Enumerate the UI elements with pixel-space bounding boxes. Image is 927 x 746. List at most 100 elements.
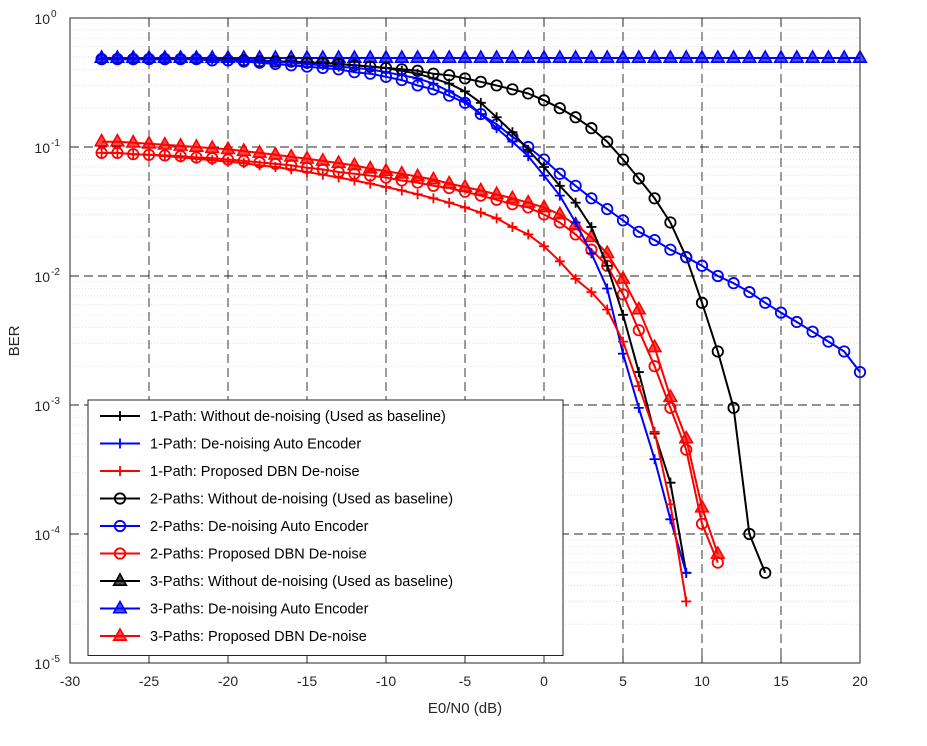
data-point — [251, 144, 268, 158]
data-point — [144, 149, 154, 160]
x-tick-label: 0 — [540, 673, 548, 689]
legend-label: 2-Paths: De-noising Auto Encoder — [150, 519, 369, 535]
data-point — [144, 54, 154, 65]
data-point — [188, 138, 205, 152]
y-tick-exponent: -3 — [51, 396, 60, 407]
data-point — [727, 401, 740, 414]
data-point — [207, 155, 218, 166]
y-tick-exponent: -4 — [51, 525, 60, 536]
data-point — [616, 214, 630, 227]
series-layer — [93, 49, 868, 607]
data-point — [789, 49, 805, 63]
data-point — [537, 94, 551, 107]
data-point — [299, 150, 315, 164]
data-point — [441, 49, 457, 63]
data-point — [409, 167, 426, 182]
y-tick-exponent: 0 — [51, 9, 57, 20]
data-point — [175, 54, 186, 65]
data-point — [270, 56, 281, 67]
data-point — [520, 194, 536, 208]
legend-marker — [113, 519, 127, 533]
data-point — [649, 454, 660, 465]
legend-marker — [115, 411, 125, 421]
data-point — [694, 499, 710, 513]
y-tick-label: 10 -5 — [34, 654, 60, 672]
data-point — [112, 147, 123, 158]
data-point — [838, 345, 851, 358]
data-point — [220, 140, 236, 155]
data-point — [381, 181, 391, 192]
legend-marker — [112, 627, 128, 641]
data-point — [552, 205, 568, 220]
x-tick-label: 20 — [852, 673, 868, 689]
data-point — [615, 49, 631, 63]
legend-marker — [112, 599, 128, 614]
data-point — [460, 86, 470, 97]
data-point — [396, 185, 407, 196]
data-point — [536, 198, 552, 213]
data-point — [507, 127, 518, 138]
data-point — [412, 73, 423, 84]
data-point — [473, 49, 489, 63]
legend: 1-Path: Without de-noising (Used as base… — [87, 399, 564, 656]
data-point — [96, 147, 107, 158]
x-tick-label: -10 — [376, 673, 396, 689]
data-point — [648, 233, 661, 247]
data-point — [504, 49, 521, 63]
data-point — [711, 345, 724, 358]
data-point — [664, 401, 677, 414]
data-point — [428, 193, 439, 204]
data-point — [570, 217, 581, 228]
data-point — [283, 148, 299, 162]
legend-marker — [115, 466, 125, 476]
data-point — [678, 49, 694, 63]
legend-label: 3-Paths: Proposed DBN De-noise — [150, 629, 367, 645]
data-point — [567, 49, 584, 63]
data-point — [601, 259, 614, 272]
data-point — [585, 122, 598, 135]
data-point — [409, 49, 426, 63]
data-point — [491, 123, 502, 134]
data-point — [394, 165, 410, 179]
data-point — [664, 243, 677, 256]
legend-entry: 2-Paths: Without de-noising (Used as bas… — [100, 492, 453, 508]
data-point — [553, 167, 566, 180]
legend-label: 2-Paths: Without de-noising (Used as bas… — [150, 492, 453, 508]
data-point — [365, 64, 376, 75]
data-point — [238, 158, 249, 169]
data-point — [474, 107, 487, 121]
y-tick-base: 10 — [34, 11, 50, 27]
data-point — [159, 54, 170, 65]
data-point — [539, 170, 549, 181]
data-point — [759, 296, 772, 309]
data-point — [191, 54, 202, 65]
legend-label: 1-Path: De-noising Auto Encoder — [150, 437, 361, 453]
data-point — [475, 109, 486, 120]
data-point — [475, 97, 486, 108]
x-tick-label: 10 — [694, 673, 710, 689]
data-point — [207, 54, 218, 65]
data-point — [128, 54, 139, 65]
data-point — [522, 87, 535, 100]
data-point — [665, 477, 676, 488]
data-point — [460, 95, 470, 106]
x-axis-label: E0/N0 (dB) — [428, 700, 502, 717]
data-point — [381, 67, 391, 78]
data-point — [96, 54, 107, 65]
data-point — [570, 273, 581, 284]
data-point — [428, 78, 439, 89]
data-point — [315, 152, 331, 166]
data-point — [583, 49, 600, 63]
data-point — [302, 167, 312, 178]
legend-entry: 2-Paths: De-noising Auto Encoder — [100, 519, 369, 535]
data-point — [475, 207, 486, 218]
data-point — [317, 169, 328, 180]
data-point — [633, 367, 644, 378]
y-tick-label: 10 -4 — [34, 525, 60, 543]
data-point — [458, 72, 472, 85]
data-point — [662, 388, 679, 403]
data-point — [444, 197, 455, 208]
y-tick-label: 10 -1 — [34, 138, 60, 156]
data-point — [346, 156, 363, 171]
